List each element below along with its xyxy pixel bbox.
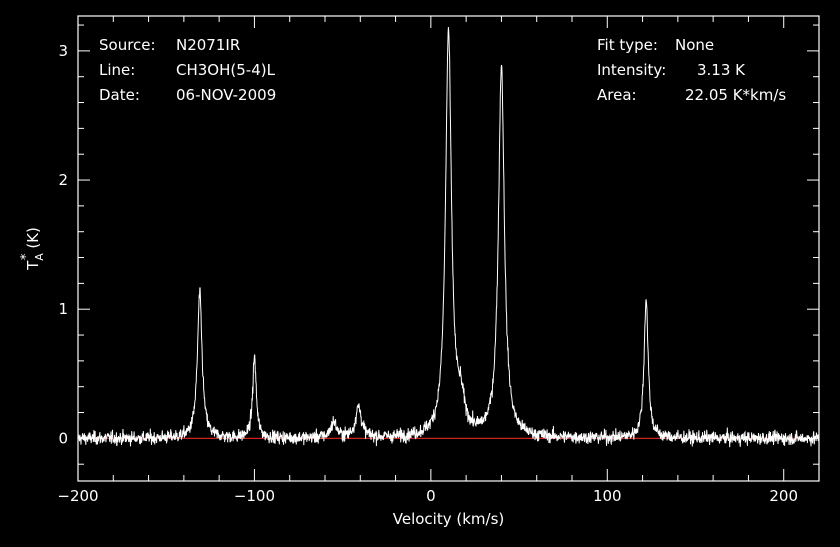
y-tick-label: 3: [58, 42, 68, 60]
y-tick-label: 2: [58, 171, 68, 189]
source-label: Source:: [99, 36, 156, 54]
plot-frame: [77, 15, 820, 482]
source-value: N2071IR: [176, 36, 241, 54]
fit-type-value: None: [675, 36, 715, 54]
y-axis-label: TA*(K): [19, 227, 46, 271]
spectrum-series: [77, 27, 820, 448]
x-tick-label: 100: [593, 487, 622, 505]
fit-type-label: Fit type:: [597, 36, 658, 54]
intensity-value: 3.13 K: [697, 61, 746, 79]
y-tick-label: 0: [58, 429, 68, 447]
x-axis-label: Velocity (km/s): [393, 510, 504, 528]
area-value: 22.05 K*km/s: [685, 86, 787, 104]
date-value: 06-NOV-2009: [176, 86, 277, 104]
x-tick-label: 0: [426, 487, 436, 505]
intensity-label: Intensity:: [597, 61, 667, 79]
y-tick-label: 1: [58, 300, 68, 318]
date-label: Date:: [99, 86, 140, 104]
x-tick-label: 200: [769, 487, 798, 505]
line-label: Line:: [99, 61, 136, 79]
line-value: CH3OH(5-4)L: [176, 61, 275, 79]
area-label: Area:: [597, 86, 637, 104]
x-tick-label: −200: [57, 487, 98, 505]
x-tick-label: −100: [234, 487, 275, 505]
